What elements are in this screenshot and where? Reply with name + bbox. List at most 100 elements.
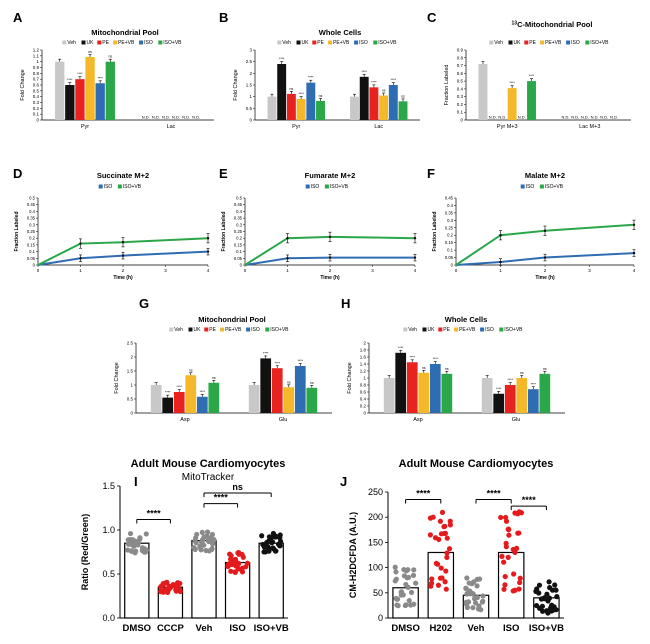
x-group-label: Asp	[180, 417, 189, 423]
significance-label: ns	[422, 366, 426, 370]
chart-b: Whole Cells 0 0.5 1 1.5 2 2.5 3 Fold Change **** n…	[233, 28, 420, 130]
significance-label: ****	[308, 76, 314, 80]
legend-label: ISO+VB	[163, 40, 182, 46]
legend-label: ISO	[359, 40, 368, 46]
data-point	[516, 586, 522, 592]
legend-label: PE+VB	[225, 327, 242, 333]
data-point	[208, 535, 214, 541]
y-tick-label: 0.9	[33, 65, 40, 70]
data-point	[411, 567, 417, 573]
legend-label: ISO	[311, 184, 320, 190]
legend-swatch	[204, 327, 209, 332]
bar	[65, 85, 75, 120]
y-tick-label: 0.2	[360, 404, 367, 409]
x-category-label: ISO+VB	[529, 623, 564, 634]
data-point	[225, 562, 231, 568]
y-tick-label: 2	[363, 341, 366, 346]
panel-letter-b: B	[219, 10, 228, 25]
data-point	[439, 575, 445, 581]
significance-label: ns	[212, 376, 216, 380]
x-category-label: DMSO	[391, 623, 420, 634]
data-point	[474, 576, 480, 582]
chart-title: Adult Mouse Cardiomyocytes	[399, 458, 554, 470]
legend-label: UK	[514, 40, 522, 46]
data-point	[286, 237, 289, 240]
y-axis-label: Fold Change	[233, 69, 239, 101]
data-point	[541, 595, 547, 601]
nd-label: N.D.	[518, 115, 526, 120]
data-point	[401, 566, 407, 573]
data-point	[632, 251, 636, 255]
y-tick-label: 0.5	[127, 397, 134, 402]
chart-i: Adult Mouse Cardiomyocytes MitoTracker 0.0…	[80, 458, 289, 634]
data-point	[443, 568, 449, 574]
nd-label: N.D.	[571, 115, 579, 120]
bar	[493, 393, 505, 413]
title-superscript: 13	[512, 21, 518, 27]
y-tick-label: 0.15	[234, 242, 243, 247]
data-point	[232, 569, 238, 575]
legend-label: PE	[317, 40, 324, 46]
x-group-label: Glu	[279, 417, 288, 423]
legend-label: PE+VB	[459, 327, 476, 333]
panel-letter-c: C	[427, 10, 437, 25]
y-axis-label: Fraction Labeled	[444, 65, 450, 106]
panel-letter-g: G	[139, 296, 149, 311]
bar	[196, 396, 208, 413]
significance-label: ns	[543, 367, 547, 371]
y-tick-label: 1.0	[102, 525, 115, 535]
legend-swatch	[62, 40, 67, 45]
y-tick-label: 0.45	[27, 202, 36, 207]
legend-swatch	[524, 40, 529, 45]
x-group-label: Lac	[167, 124, 176, 130]
y-tick-label: 2.5	[127, 341, 134, 346]
y-tick-label: 0	[33, 263, 36, 268]
data-point	[125, 541, 132, 547]
data-point	[480, 598, 486, 604]
legend-label: ISO+VB	[504, 327, 523, 333]
data-point	[167, 583, 173, 589]
y-tick-label: 0.8	[33, 71, 40, 76]
data-point	[192, 546, 198, 552]
data-point	[277, 535, 283, 541]
data-point	[443, 586, 449, 592]
data-point	[553, 587, 559, 593]
data-point	[286, 257, 289, 260]
series-line-iso	[37, 250, 209, 266]
bar	[369, 87, 379, 120]
data-point	[132, 550, 138, 556]
data-point	[206, 237, 210, 240]
series-line-iso	[455, 252, 635, 266]
legend-label: UK	[87, 40, 95, 46]
chart-c: 13C-Mitochondrial Pool 0 0.1 0.2 0.3 0.4 0.5 0.…	[444, 20, 631, 130]
bar	[306, 82, 316, 120]
y-tick-label: 0.1	[447, 248, 453, 253]
legend-swatch	[454, 327, 459, 332]
legend-label: ISO+VB	[378, 40, 397, 46]
data-point	[432, 535, 439, 541]
legend-swatch	[508, 40, 513, 45]
y-axis-label: Fold Change	[114, 362, 120, 394]
significance-label: ****	[298, 92, 304, 96]
x-tick-label: 2	[544, 268, 547, 273]
significance-label: ns	[382, 89, 386, 93]
legend-label: PE	[209, 327, 216, 333]
chart-e: Fumarate M+2 0 0.05 0.1 0.150.2 0.25 0.30.35 0.…	[221, 171, 417, 281]
bar	[406, 362, 418, 413]
legend-swatch	[539, 184, 544, 189]
y-tick-label: 0.5	[102, 569, 115, 579]
data-point	[511, 571, 517, 577]
data-point	[499, 260, 502, 264]
x-category-label: Veh	[468, 623, 485, 634]
y-tick-label: 1.8	[360, 348, 367, 353]
data-point	[260, 541, 266, 548]
bar	[277, 64, 287, 120]
significance-label: ns	[189, 368, 193, 372]
chart-d: Succinate M+2 0 0.05 0.1 0.150.2 0.25 0.30.35 0…	[14, 171, 210, 281]
y-tick-label: 0.3	[29, 222, 35, 227]
significance-label: ****	[361, 70, 367, 74]
x-group-label: Pyr	[81, 124, 89, 130]
y-tick-label: 1.5	[127, 369, 134, 374]
data-point	[517, 579, 523, 586]
data-point	[547, 607, 553, 614]
